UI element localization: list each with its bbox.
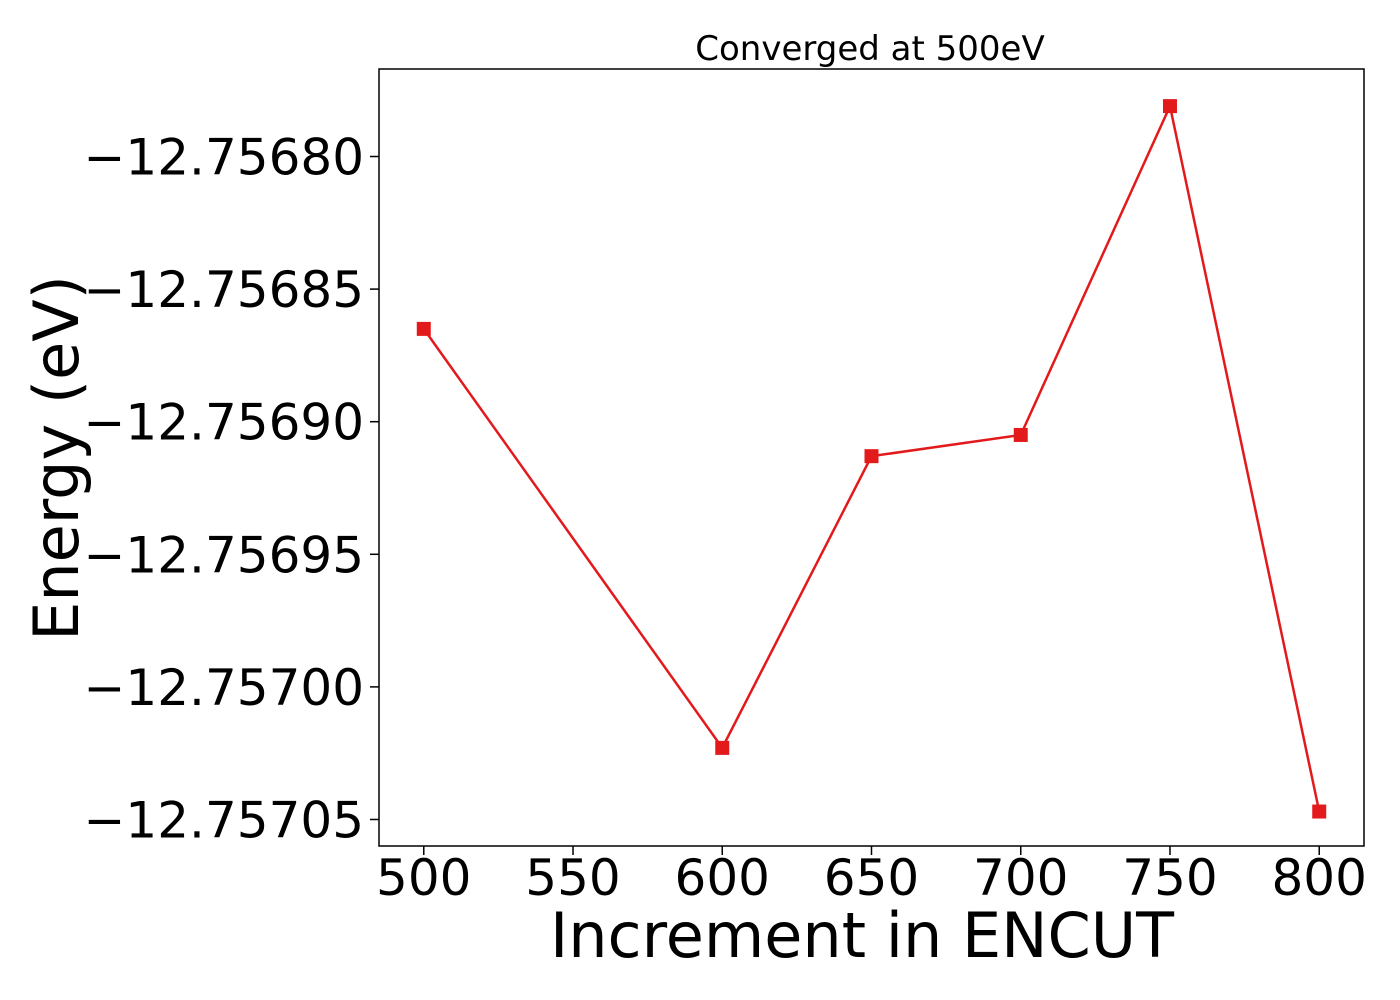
y-tick-label: −12.75705 — [84, 791, 364, 849]
data-point-marker — [1013, 427, 1028, 442]
y-axis: −12.75680 −12.75685 −12.75690 −12.75695 −12.… — [84, 129, 379, 849]
data-point-marker — [864, 449, 879, 464]
data-point-marker — [1312, 804, 1327, 819]
x-tick-label: 600 — [675, 849, 770, 907]
x-tick-label: 650 — [824, 849, 919, 907]
y-tick-label: −12.75685 — [84, 261, 364, 319]
y-tick-label: −12.75680 — [84, 129, 364, 187]
y-tick-label: −12.75700 — [84, 659, 364, 717]
y-tick-label: −12.75690 — [84, 394, 364, 452]
x-tick-label: 700 — [973, 849, 1068, 907]
chart-title: Converged at 500eV — [695, 29, 1044, 69]
y-axis-label: Energy (eV) — [20, 275, 93, 641]
data-point-marker — [416, 321, 431, 336]
x-axis: 500 550 600 650 700 750 800 — [376, 846, 1367, 907]
x-tick-label: 550 — [525, 849, 620, 907]
series-line — [422, 102, 1321, 812]
data-point-marker — [1162, 99, 1177, 114]
x-tick-label: 800 — [1272, 849, 1367, 907]
y-tick-label: −12.75695 — [84, 526, 364, 584]
x-axis-label: Increment in ENCUT — [550, 899, 1175, 972]
data-point-marker — [715, 740, 730, 755]
data-series — [416, 99, 1327, 819]
x-tick-label: 500 — [376, 849, 471, 907]
x-tick-label: 750 — [1122, 849, 1217, 907]
